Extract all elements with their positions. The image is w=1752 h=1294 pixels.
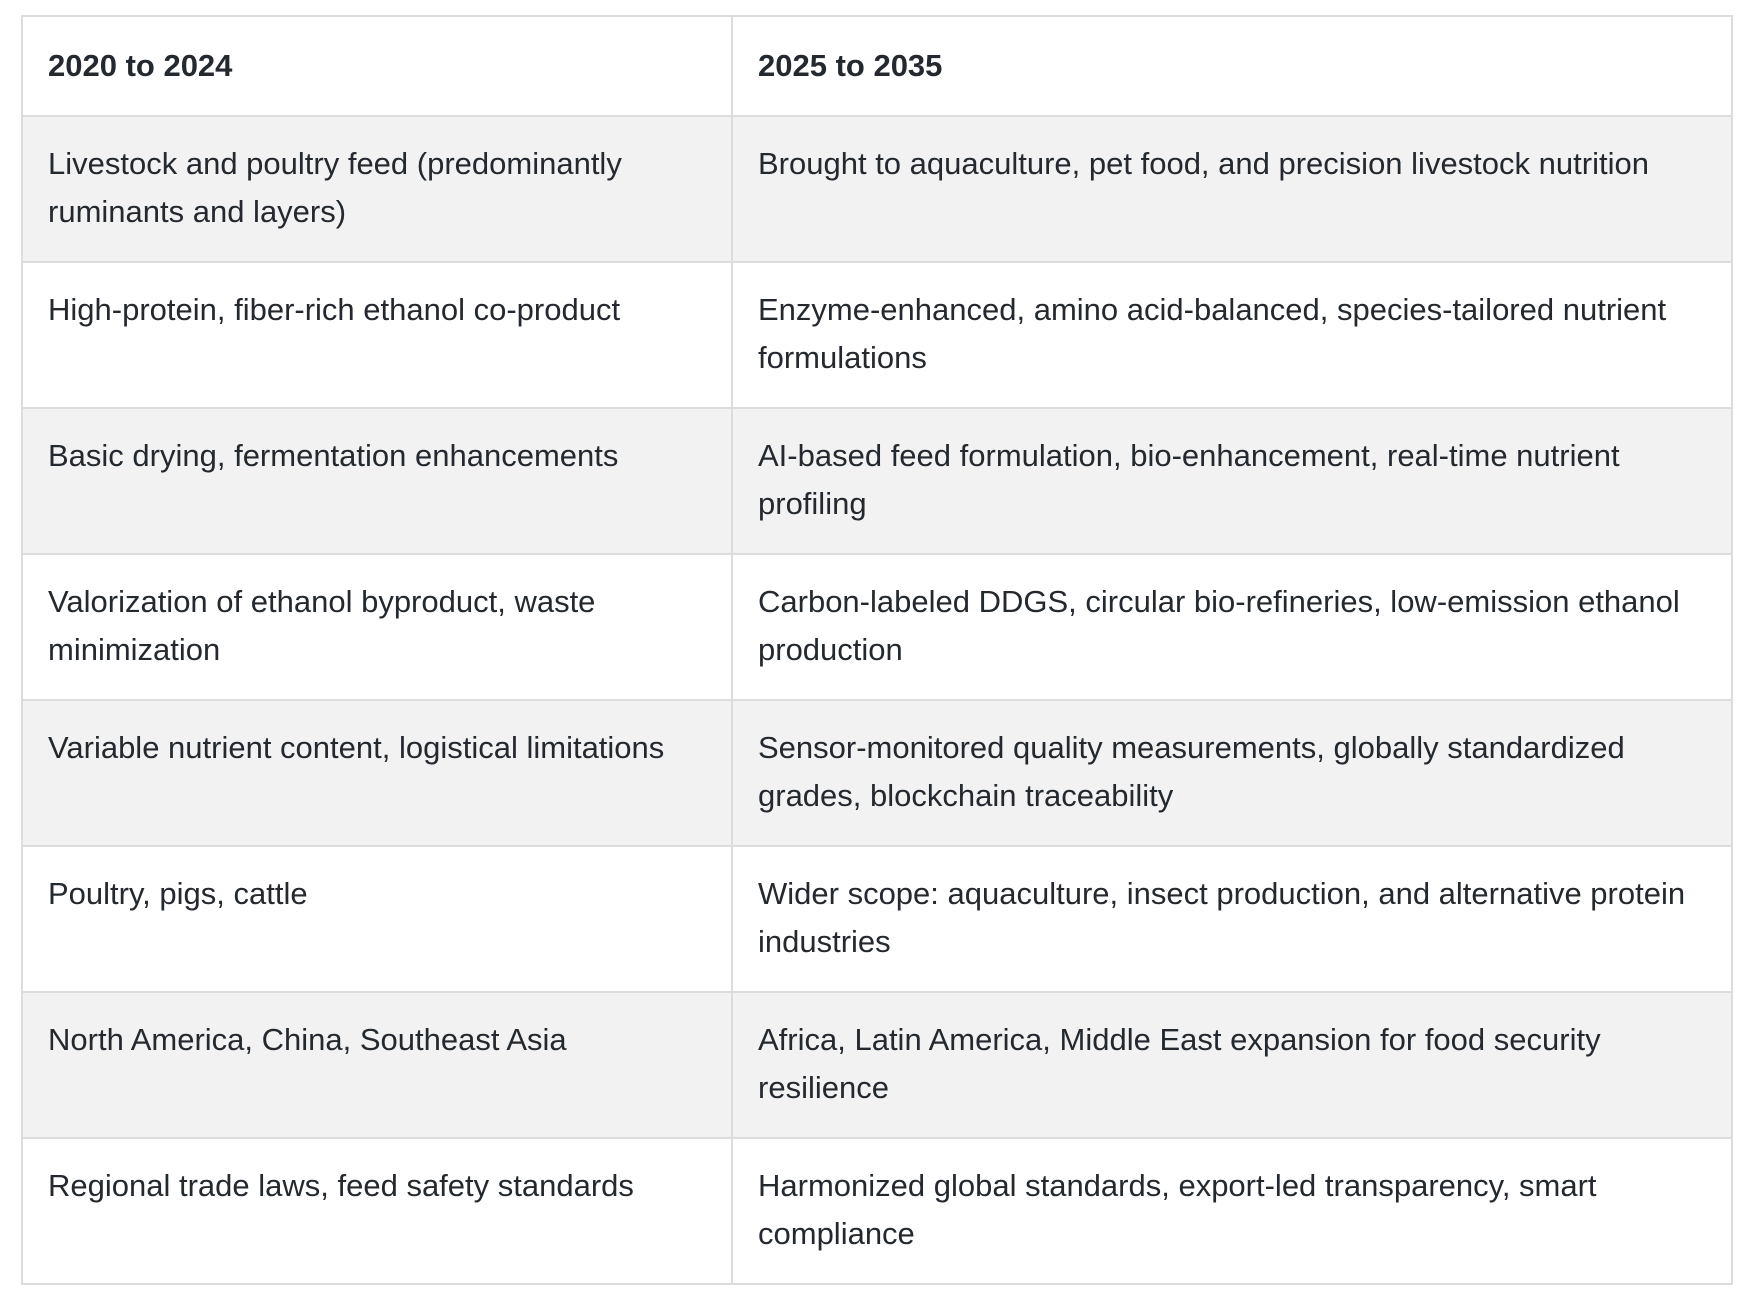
table-cell: Carbon-labeled DDGS, circular bio-refine… <box>731 553 1733 701</box>
table-cell: Africa, Latin America, Middle East expan… <box>731 991 1733 1139</box>
table-cell: Sensor-monitored quality measurements, g… <box>731 699 1733 847</box>
table-cell: Basic drying, fermentation enhancements <box>21 407 733 555</box>
table-cell: AI-based feed formulation, bio-enhanceme… <box>731 407 1733 555</box>
table-cell: Poultry, pigs, cattle <box>21 845 733 993</box>
table-row: Regional trade laws, feed safety standar… <box>21 1137 1733 1285</box>
table-cell: Wider scope: aquaculture, insect product… <box>731 845 1733 993</box>
table-cell: Variable nutrient content, logistical li… <box>21 699 733 847</box>
table-row: Valorization of ethanol byproduct, waste… <box>21 553 1733 701</box>
table-row: Variable nutrient content, logistical li… <box>21 699 1733 847</box>
table-row: High-protein, fiber-rich ethanol co-prod… <box>21 261 1733 409</box>
table-row: Poultry, pigs, cattle Wider scope: aquac… <box>21 845 1733 993</box>
table-cell: Brought to aquaculture, pet food, and pr… <box>731 115 1733 263</box>
table-row: Basic drying, fermentation enhancements … <box>21 407 1733 555</box>
table-cell: High-protein, fiber-rich ethanol co-prod… <box>21 261 733 409</box>
header-2025-2035: 2025 to 2035 <box>731 15 1733 117</box>
table-header-row: 2020 to 2024 2025 to 2035 <box>21 15 1733 117</box>
comparison-table-container: 2020 to 2024 2025 to 2035 Livestock and … <box>21 15 1733 1285</box>
header-2020-2024: 2020 to 2024 <box>21 15 733 117</box>
table-cell: Harmonized global standards, export-led … <box>731 1137 1733 1285</box>
table-cell: North America, China, Southeast Asia <box>21 991 733 1139</box>
table-cell: Livestock and poultry feed (predominantl… <box>21 115 733 263</box>
table-cell: Regional trade laws, feed safety standar… <box>21 1137 733 1285</box>
table-cell: Enzyme-enhanced, amino acid-balanced, sp… <box>731 261 1733 409</box>
table-row: North America, China, Southeast Asia Afr… <box>21 991 1733 1139</box>
table-cell: Valorization of ethanol byproduct, waste… <box>21 553 733 701</box>
table-row: Livestock and poultry feed (predominantl… <box>21 115 1733 263</box>
comparison-table: 2020 to 2024 2025 to 2035 Livestock and … <box>21 15 1733 1285</box>
